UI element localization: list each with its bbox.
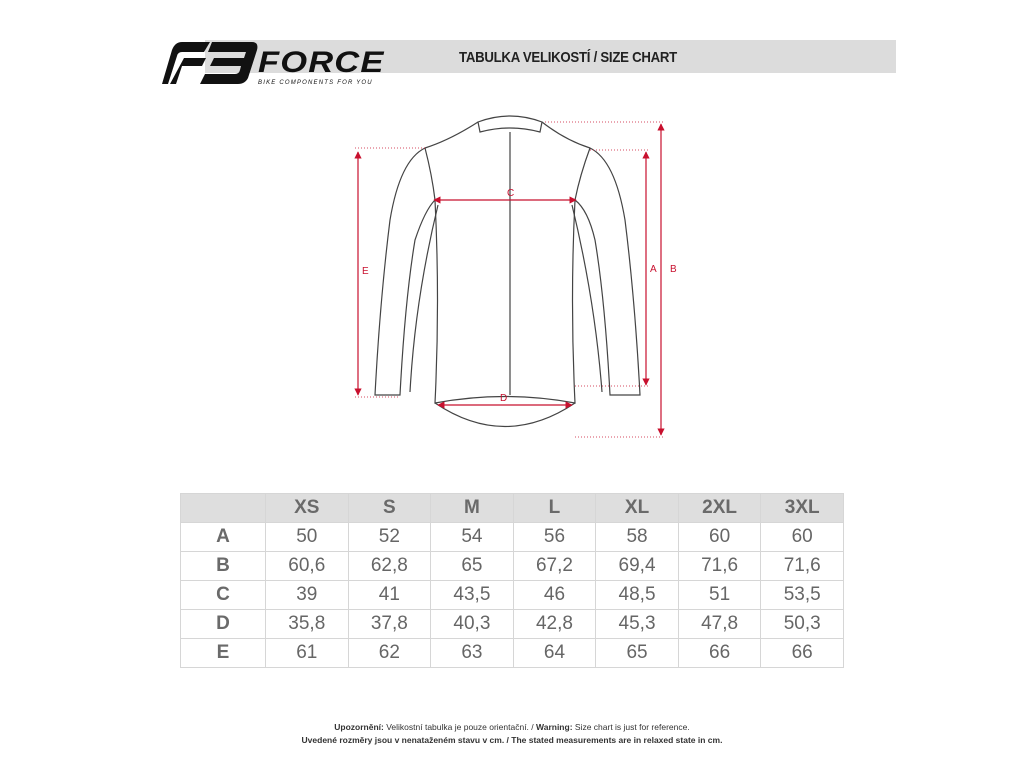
column-header: M: [430, 493, 514, 523]
column-header: 2XL: [677, 493, 762, 523]
table-cell: 58: [595, 522, 679, 552]
table-cell: 40,3: [430, 609, 514, 639]
table-cell: 52: [347, 522, 432, 552]
table-cell: 64: [512, 638, 597, 668]
column-header: S: [347, 493, 432, 523]
table-cell: 42,8: [512, 609, 597, 639]
table-cell: 41: [347, 580, 432, 610]
table-cell: 43,5: [430, 580, 514, 610]
footer-warning: Upozornění: Velikostní tabulka je pouze …: [0, 722, 1024, 732]
logo-tagline: BIKE COMPONENTS FOR YOU: [258, 80, 373, 86]
table-cell: 71,6: [677, 551, 762, 581]
table-cell: 63: [430, 638, 514, 668]
table-cell: 35,8: [265, 609, 349, 639]
row-label: B: [180, 551, 266, 581]
table-cell: 60: [677, 522, 762, 552]
table-cell: 48,5: [595, 580, 679, 610]
jersey-outline: [374, 115, 641, 427]
column-header: XS: [265, 493, 349, 523]
table-cell: 61: [265, 638, 349, 668]
table-cell: 71,6: [760, 551, 844, 581]
warning-label-cz: Upozornění:: [334, 722, 384, 732]
label-d: D: [500, 393, 507, 404]
table-cell: 66: [677, 638, 762, 668]
column-header: XL: [595, 493, 679, 523]
force-logo-icon: [162, 42, 258, 84]
warning-text-en: Size chart is just for reference.: [572, 722, 690, 732]
table-cell: 53,5: [760, 580, 844, 610]
table-cell: 50,3: [760, 609, 844, 639]
table-cell: 37,8: [347, 609, 432, 639]
header-band: [205, 40, 896, 73]
column-header: L: [512, 493, 597, 523]
table-cell: 46: [512, 580, 597, 610]
table-cell: 50: [265, 522, 349, 552]
table-cell: 62: [347, 638, 432, 668]
table-cell: 54: [430, 522, 514, 552]
label-a: A: [650, 264, 657, 275]
warning-text-cz: Velikostní tabulka je pouze orientační. …: [383, 722, 537, 732]
label-b: B: [670, 264, 677, 275]
size-table: XS S M L XL 2XL 3XL A 50 52 54 56 58 60 60 B 60,6 62,8 65…: [180, 493, 844, 668]
row-label: A: [180, 522, 266, 552]
table-cell: 66: [760, 638, 844, 668]
logo-brand: FORCE: [258, 46, 385, 79]
table-row: A 50 52 54 56 58 60 60: [180, 522, 844, 552]
table-cell: 56: [512, 522, 597, 552]
table-cell: 51: [677, 580, 762, 610]
table-cell: 39: [265, 580, 349, 610]
corner-cell: [180, 493, 266, 523]
table-cell: 65: [595, 638, 679, 668]
table-cell: 62,8: [347, 551, 432, 581]
table-cell: 69,4: [595, 551, 679, 581]
table-row: D 35,8 37,8 40,3 42,8 45,3 47,8 50,3: [180, 609, 844, 639]
page-title: TABULKA VELIKOSTÍ / SIZE CHART: [459, 49, 677, 66]
jersey-diagram: B A E C D: [354, 115, 677, 438]
table-cell: 60: [760, 522, 844, 552]
label-e: E: [362, 266, 369, 277]
table-cell: 60,6: [265, 551, 349, 581]
row-label: E: [180, 638, 266, 668]
table-cell: 47,8: [677, 609, 762, 639]
table-cell: 65: [430, 551, 514, 581]
column-header: 3XL: [760, 493, 844, 523]
footer-note: Uvedené rozměry jsou v nenataženém stavu…: [301, 735, 723, 745]
table-cell: 45,3: [595, 609, 679, 639]
table-cell: 67,2: [512, 551, 597, 581]
row-label: D: [180, 609, 266, 639]
table-row: B 60,6 62,8 65 67,2 69,4 71,6 71,6: [180, 551, 844, 581]
table-row: C 39 41 43,5 46 48,5 51 53,5: [180, 580, 844, 610]
warning-label-en: Warning:: [536, 722, 573, 732]
table-row: E 61 62 63 64 65 66 66: [180, 638, 844, 668]
label-c: C: [507, 188, 514, 199]
row-label: C: [180, 580, 266, 610]
